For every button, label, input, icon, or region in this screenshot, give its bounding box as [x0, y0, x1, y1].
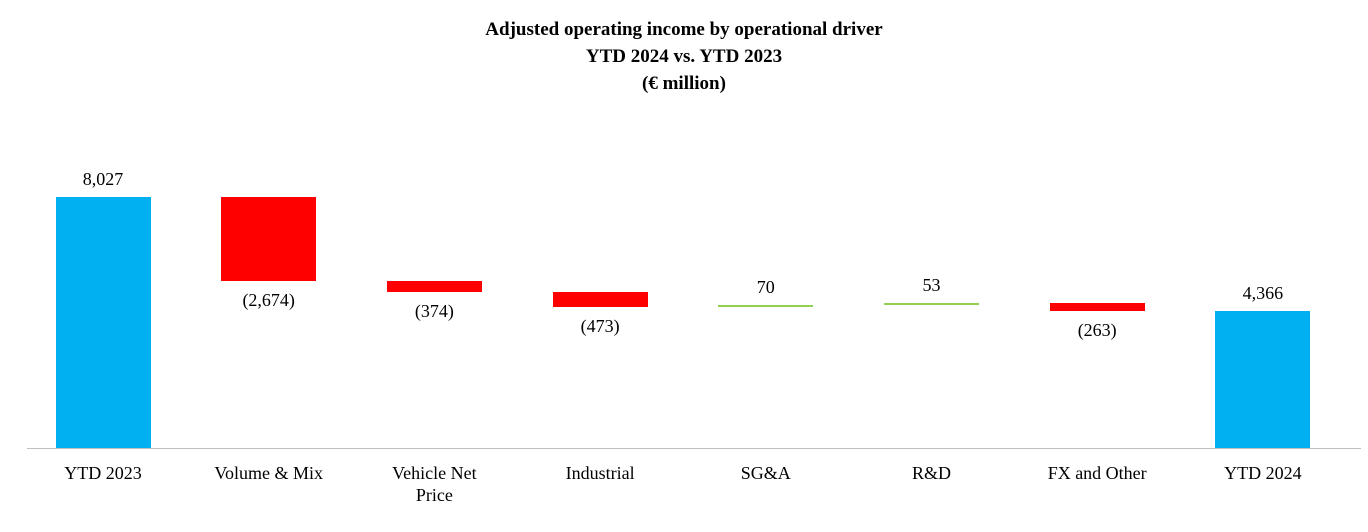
value-label-industrial: (473) — [580, 316, 620, 337]
category-label-r-d: R&D — [911, 463, 951, 483]
bar-vehicle-net-price — [386, 280, 482, 293]
value-label-ytd-2023: 8,027 — [82, 169, 124, 189]
value-label-r-d: 53 — [922, 275, 941, 296]
value-label-fx-and-other: (263) — [1077, 320, 1117, 341]
category-label-industrial: Industrial — [565, 463, 635, 483]
chart-subtitle: YTD 2024 vs. YTD 2023 — [585, 46, 783, 67]
value-label-vehicle-net-price: (374) — [414, 301, 454, 322]
category-label-vehicle-net-price: Vehicle Net Price — [392, 463, 477, 505]
value-label-volume-mix: (2,674) — [242, 289, 295, 310]
bar-ytd-2024 — [1215, 311, 1311, 448]
bar-fx-and-other — [1049, 303, 1145, 312]
category-label-ytd-2024: YTD 2024 — [1224, 463, 1302, 483]
bar-volume-mix — [221, 197, 317, 281]
chart-unit-label: (€ million) — [642, 73, 726, 94]
bar-sg-a — [718, 304, 814, 308]
chart-title: Adjusted operating income by operational… — [485, 19, 883, 40]
bar-r-d — [884, 303, 979, 306]
category-label-volume-mix: Volume & Mix — [214, 463, 324, 483]
category-label-sg-a: SG&A — [740, 463, 791, 483]
value-label-sg-a: 70 — [756, 276, 775, 297]
bar-ytd-2023 — [55, 197, 151, 448]
x-axis-line — [27, 448, 1361, 449]
chart-title-block: Adjusted operating income by operational… — [0, 16, 1368, 97]
category-label-fx-and-other: FX and Other — [1047, 463, 1147, 483]
bar-industrial — [552, 292, 648, 308]
category-label-ytd-2023: YTD 2023 — [64, 463, 142, 483]
value-label-ytd-2024: 4,366 — [1242, 283, 1284, 304]
